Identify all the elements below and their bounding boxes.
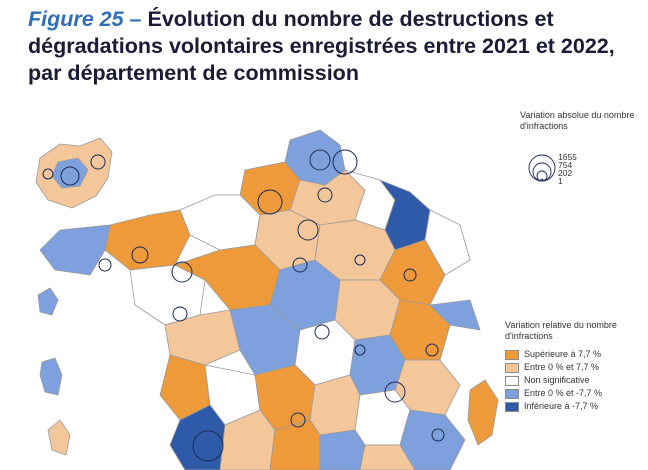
legend-item: Entre 0 % et 7,7 % [505, 361, 645, 374]
department [467, 379, 499, 446]
variation-circle [90, 154, 106, 170]
department [179, 194, 261, 251]
department [319, 429, 366, 470]
variation-circle [171, 261, 193, 283]
department [309, 374, 361, 436]
variation-circle [131, 246, 149, 264]
france-map [35, 129, 499, 470]
size-legend-symbols: 1655 754 202 1 [528, 152, 577, 186]
variation-circle [290, 412, 306, 428]
size-legend-value: 754 [558, 160, 572, 170]
variation-circle [172, 306, 188, 322]
variation-circle [257, 189, 283, 215]
legend-swatch [505, 401, 519, 412]
legend-item: Supérieure à 7,7 % [505, 348, 645, 361]
department [169, 404, 226, 470]
overseas-department [47, 419, 71, 456]
legend-label: Inférieure à -7,7 % [524, 401, 599, 411]
figure-number: Figure 25 – [28, 7, 142, 31]
overseas-department [39, 357, 63, 396]
inset-department [51, 157, 89, 189]
variation-circle [60, 166, 80, 186]
variation-circle [354, 254, 366, 266]
variation-circle [98, 258, 112, 272]
legend-swatch [505, 349, 519, 360]
variation-circle [42, 168, 54, 180]
legend-label: Entre 0 % et 7,7 % [524, 362, 600, 372]
legend-swatch [505, 388, 519, 399]
color-legend-title: Variation relative du nombre d'infractio… [505, 320, 617, 341]
color-legend: Variation relative du nombre d'infractio… [505, 320, 645, 413]
legend-swatch [505, 375, 519, 386]
variation-circle [292, 257, 308, 273]
legend-item: Entre 0 % et -7,7 % [505, 387, 645, 400]
size-legend-circle [540, 178, 544, 182]
legend-item: Inférieure à -7,7 % [505, 400, 645, 413]
size-legend-title: Variation absolue du nombre d'infraction… [520, 110, 635, 131]
variation-circle [192, 430, 224, 462]
variation-circle [384, 381, 406, 403]
variation-circle [317, 187, 333, 203]
size-legend: Variation absolue du nombre d'infraction… [520, 110, 645, 188]
variation-circle [403, 268, 417, 282]
size-legend-circle [528, 154, 556, 182]
legend-label: Supérieure à 7,7 % [524, 349, 602, 359]
figure-title-text: Évolution du nombre de destructions et d… [28, 7, 615, 85]
legend-label: Entre 0 % et -7,7 % [524, 388, 603, 398]
variation-circle [354, 344, 366, 356]
legend-item: Non significative [505, 374, 645, 387]
size-legend-circle [536, 170, 548, 182]
figure-title: Figure 25 – Évolution du nombre de destr… [28, 6, 628, 87]
variation-circle [314, 324, 330, 340]
legend-label: Non significative [524, 375, 590, 385]
variation-circle [431, 428, 445, 442]
size-legend-circle [532, 162, 552, 182]
variation-circle [309, 149, 331, 171]
department [359, 444, 416, 470]
department [104, 209, 191, 271]
size-legend-value: 1655 [558, 152, 577, 162]
department [39, 224, 111, 276]
legend-swatch [505, 362, 519, 373]
variation-circle [297, 219, 319, 241]
size-legend-value: 202 [558, 168, 572, 178]
variation-circle [332, 149, 358, 175]
department [424, 209, 471, 276]
department [429, 299, 481, 331]
size-legend-value: 1 [558, 176, 563, 186]
overseas-department [37, 287, 59, 316]
variation-circle [425, 343, 439, 357]
